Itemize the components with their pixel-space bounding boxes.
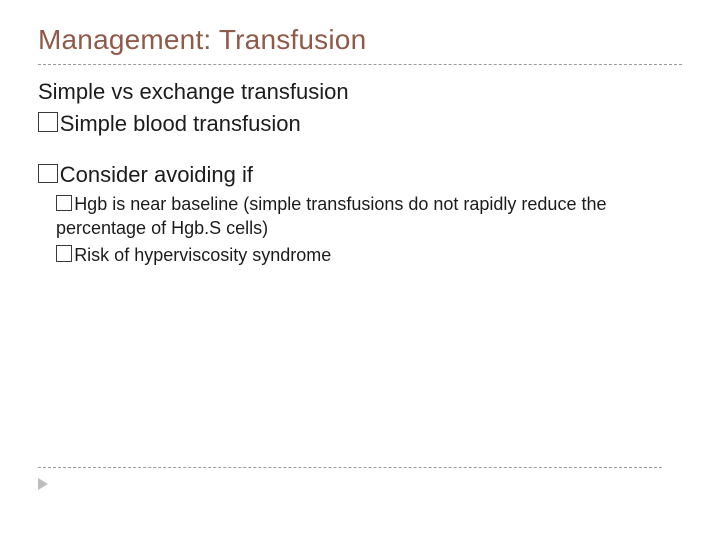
bullet-level2: Risk of hyperviscosity syndrome — [56, 243, 682, 267]
bullet-level2: Hgb is near baseline (simple transfusion… — [56, 192, 682, 241]
footer-divider — [38, 467, 662, 468]
slide: Management: Transfusion Simple vs exchan… — [0, 0, 720, 540]
title-divider — [38, 64, 682, 65]
square-bullet-icon — [56, 245, 72, 261]
bullet-label: Risk of hyperviscosity syndrome — [74, 245, 331, 265]
square-bullet-icon — [38, 164, 58, 184]
bullet-label: Consider avoiding if — [60, 162, 253, 187]
bullet-label: Simple blood transfusion — [60, 111, 301, 136]
subtitle-text: Simple vs exchange transfusion — [38, 77, 682, 107]
bullet-label: Hgb is near baseline (simple transfusion… — [56, 194, 606, 238]
slide-body: Simple vs exchange transfusion Simple bl… — [38, 77, 682, 267]
square-bullet-icon — [56, 195, 72, 211]
bullet-level1: Simple blood transfusion — [38, 109, 682, 139]
square-bullet-icon — [38, 112, 58, 132]
slide-title: Management: Transfusion — [38, 24, 682, 62]
spacer — [38, 140, 682, 160]
triangle-icon — [38, 478, 48, 490]
bullet-level1: Consider avoiding if — [38, 160, 682, 190]
